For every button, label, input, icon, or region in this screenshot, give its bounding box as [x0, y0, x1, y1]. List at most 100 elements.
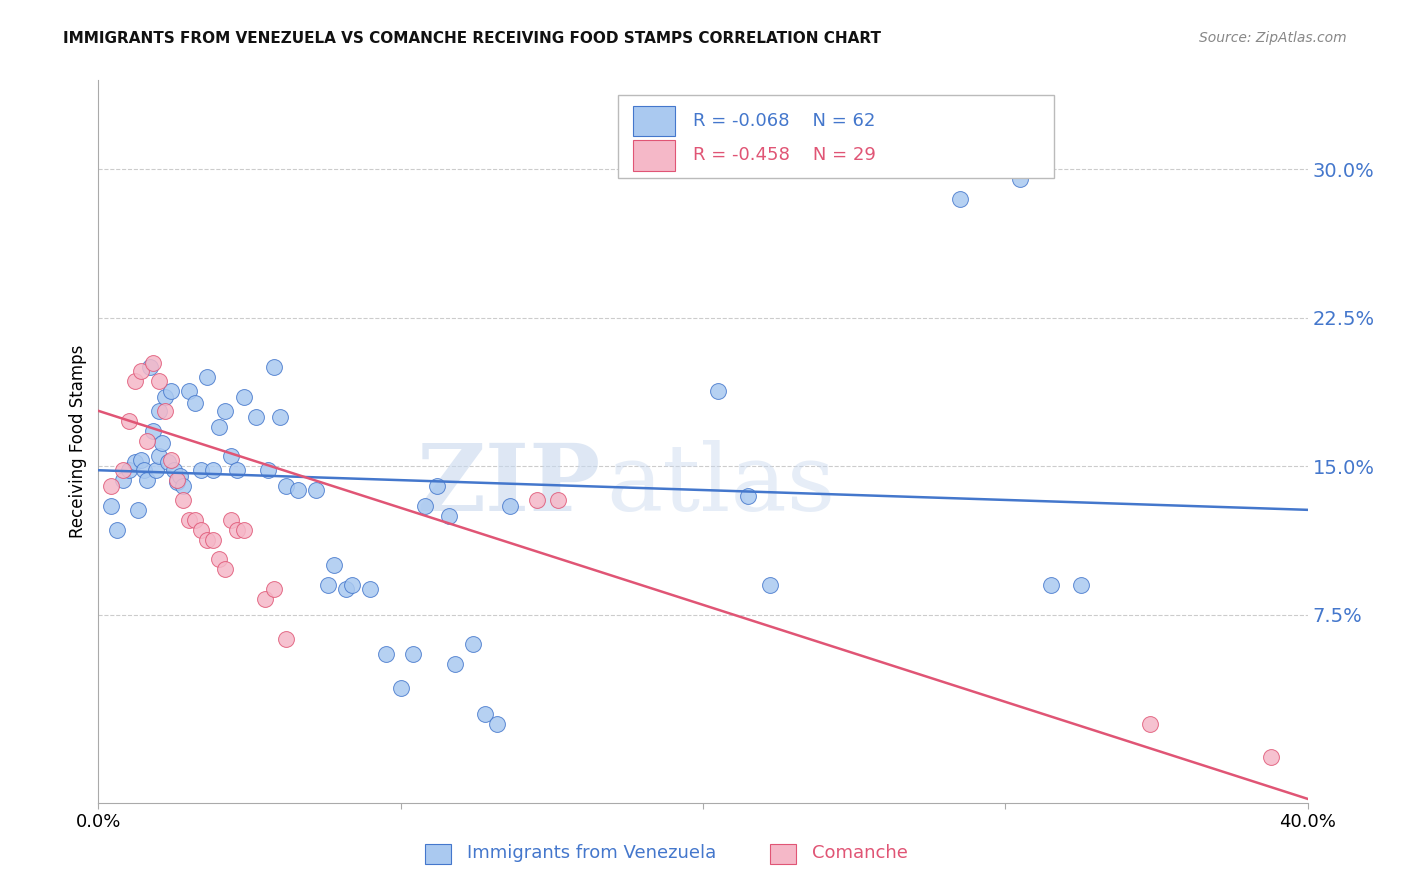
Point [132, 463, 155, 477]
Point [547, 492, 569, 507]
Point [202, 533, 225, 547]
Point [190, 463, 212, 477]
Point [389, 681, 412, 695]
Point [172, 479, 194, 493]
Point [437, 508, 460, 523]
Point [148, 450, 170, 464]
Point [226, 463, 249, 477]
Point [526, 492, 548, 507]
Point [342, 578, 364, 592]
Point [232, 523, 254, 537]
Point [208, 552, 231, 566]
Point [1070, 578, 1092, 592]
Point [148, 404, 170, 418]
Point [166, 475, 188, 489]
Point [195, 370, 218, 384]
Point [323, 558, 346, 573]
Point [1010, 172, 1032, 186]
Point [111, 473, 134, 487]
Point [184, 396, 207, 410]
Point [1039, 578, 1062, 592]
Point [486, 716, 509, 731]
Point [253, 591, 276, 606]
Text: atlas: atlas [606, 440, 835, 530]
Point [426, 479, 449, 493]
Y-axis label: Receiving Food Stamps: Receiving Food Stamps [69, 345, 87, 538]
FancyBboxPatch shape [619, 95, 1053, 178]
Point [135, 434, 157, 448]
Text: Source: ZipAtlas.com: Source: ZipAtlas.com [1199, 31, 1347, 45]
Text: R = -0.458    N = 29: R = -0.458 N = 29 [693, 146, 876, 164]
Point [153, 404, 176, 418]
Point [214, 562, 236, 576]
Point [142, 356, 165, 370]
Point [737, 489, 759, 503]
FancyBboxPatch shape [633, 140, 675, 170]
Point [190, 523, 212, 537]
Point [127, 503, 149, 517]
Point [274, 632, 297, 646]
Point [105, 523, 128, 537]
Point [402, 648, 425, 662]
Point [232, 390, 254, 404]
Point [287, 483, 309, 497]
Text: Immigrants from Venezuela: Immigrants from Venezuela [467, 845, 717, 863]
Point [949, 192, 972, 206]
Point [139, 360, 162, 375]
Point [142, 424, 165, 438]
Point [111, 463, 134, 477]
Point [118, 414, 141, 428]
Point [129, 364, 152, 378]
Point [135, 473, 157, 487]
Point [208, 419, 231, 434]
Point [305, 483, 328, 497]
Point [124, 455, 146, 469]
Point [129, 453, 152, 467]
Point [360, 582, 382, 596]
Point [444, 657, 467, 672]
Point [269, 409, 291, 424]
FancyBboxPatch shape [633, 105, 675, 136]
Point [245, 409, 267, 424]
Point [1260, 750, 1282, 764]
Point [118, 463, 141, 477]
Text: ZIP: ZIP [416, 440, 600, 530]
Point [150, 435, 173, 450]
Point [214, 404, 236, 418]
Point [148, 374, 170, 388]
Point [100, 479, 122, 493]
Point [179, 513, 201, 527]
Point [172, 492, 194, 507]
Point [474, 706, 496, 721]
Point [124, 374, 146, 388]
Point [153, 390, 176, 404]
Point [100, 499, 122, 513]
FancyBboxPatch shape [769, 844, 796, 864]
Point [160, 453, 183, 467]
Point [335, 582, 357, 596]
Point [202, 463, 225, 477]
Point [263, 360, 285, 375]
Point [413, 499, 436, 513]
Point [707, 384, 730, 398]
Point [374, 648, 396, 662]
Point [145, 463, 167, 477]
Point [1139, 716, 1161, 731]
Point [221, 513, 243, 527]
Point [498, 499, 520, 513]
Point [160, 384, 183, 398]
Point [316, 578, 339, 592]
Point [179, 384, 201, 398]
Point [184, 513, 207, 527]
Point [195, 533, 218, 547]
Point [169, 469, 191, 483]
FancyBboxPatch shape [425, 844, 451, 864]
Point [166, 473, 188, 487]
Text: R = -0.068    N = 62: R = -0.068 N = 62 [693, 112, 876, 129]
Point [263, 582, 285, 596]
Point [463, 637, 485, 651]
Point [221, 450, 243, 464]
Point [758, 578, 780, 592]
Point [156, 455, 179, 469]
Text: IMMIGRANTS FROM VENEZUELA VS COMANCHE RECEIVING FOOD STAMPS CORRELATION CHART: IMMIGRANTS FROM VENEZUELA VS COMANCHE RE… [63, 31, 882, 46]
